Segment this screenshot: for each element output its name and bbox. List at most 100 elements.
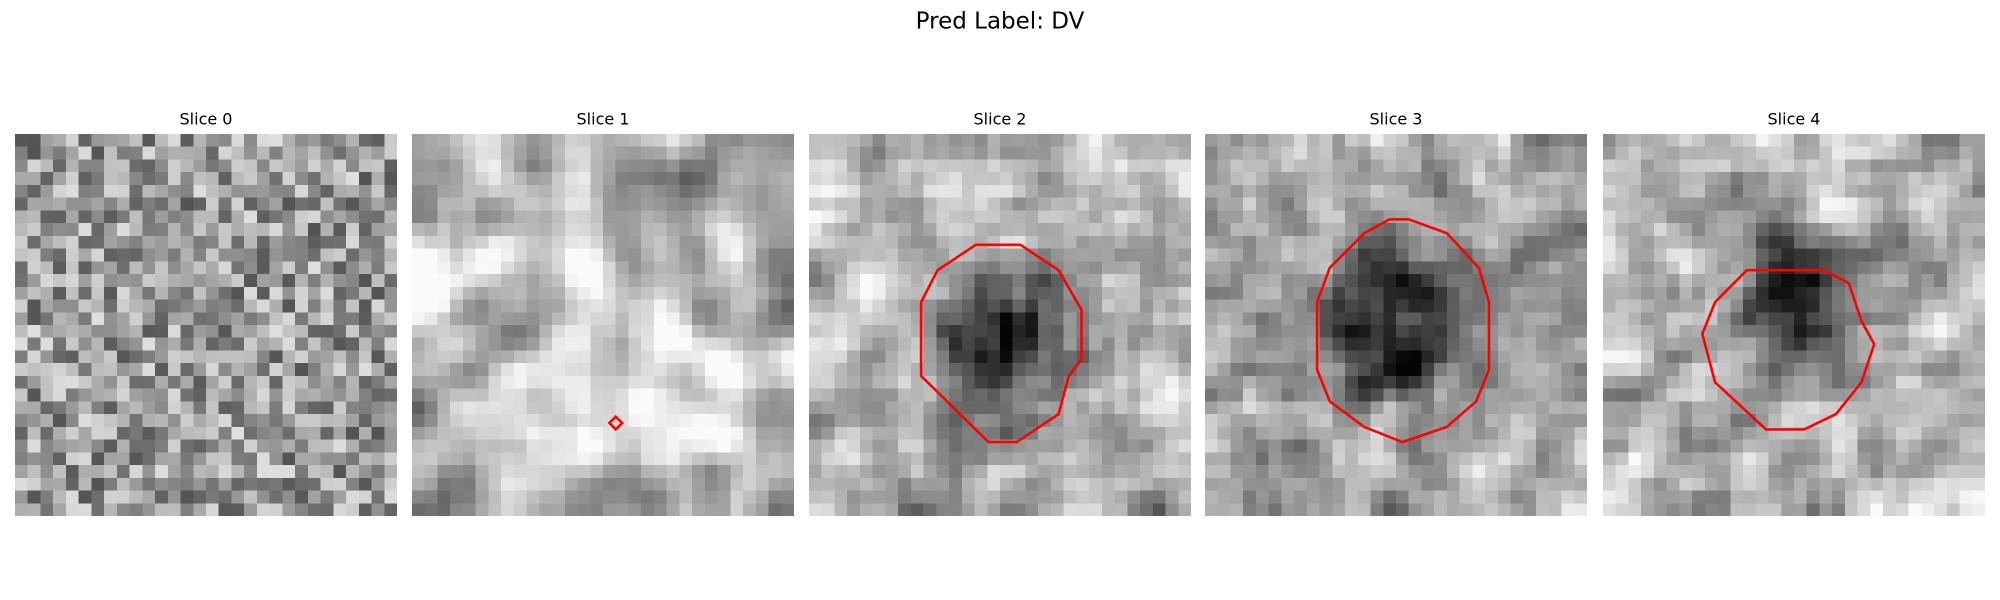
pixel: [730, 184, 744, 198]
pixel: [577, 414, 591, 428]
pixel: [552, 312, 566, 326]
pixel: [1345, 388, 1359, 402]
pixel: [1692, 248, 1706, 262]
pixel: [1230, 159, 1244, 173]
pixel: [78, 426, 92, 440]
pixel: [1281, 414, 1295, 428]
pixel: [231, 299, 245, 313]
pixel: [1857, 299, 1871, 313]
pixel: [834, 477, 848, 491]
pixel: [679, 350, 693, 364]
pixel: [1603, 286, 1616, 300]
pixel: [206, 172, 219, 186]
pixel: [1548, 490, 1562, 504]
pixel: [27, 503, 41, 516]
pixel: [1730, 223, 1744, 237]
pixel: [1000, 134, 1013, 147]
pixel: [333, 503, 347, 516]
pixel: [1946, 465, 1960, 479]
pixel: [218, 184, 232, 198]
pixel: [282, 286, 296, 300]
pixel: [923, 159, 937, 173]
pixel: [717, 388, 731, 402]
pixel: [603, 299, 616, 313]
pixel: [1781, 439, 1795, 453]
pixel: [628, 210, 642, 224]
pixel: [679, 337, 693, 351]
pixel: [1895, 426, 1909, 440]
pixel: [1794, 299, 1807, 313]
pixel: [27, 312, 41, 326]
pixel: [526, 197, 540, 211]
pixel: [1421, 439, 1435, 453]
pixel: [1152, 337, 1166, 351]
pixel: [1370, 248, 1384, 262]
pixel: [653, 134, 667, 147]
pixel: [1781, 363, 1795, 377]
pixel: [847, 388, 861, 402]
pixel: [333, 477, 347, 491]
pixel: [256, 184, 270, 198]
pixel: [859, 159, 873, 173]
pixel: [462, 465, 476, 479]
pixel: [1615, 184, 1629, 198]
pixel: [885, 426, 899, 440]
pixel: [1205, 172, 1218, 186]
pixel: [885, 223, 899, 237]
pixel: [1230, 197, 1244, 211]
pixel: [1523, 172, 1537, 186]
pixel: [1025, 312, 1039, 326]
pixel: [1717, 197, 1731, 211]
pixel: [552, 134, 566, 147]
pixel: [1472, 490, 1486, 504]
pixel: [218, 439, 232, 453]
pixel: [603, 375, 616, 389]
pixel: [1730, 503, 1744, 516]
pixel: [666, 439, 680, 453]
pixel: [1653, 477, 1667, 491]
pixel: [1459, 159, 1473, 173]
pixel: [898, 414, 912, 428]
pixel: [1536, 426, 1550, 440]
pixel: [180, 490, 194, 504]
pixel: [346, 172, 360, 186]
pixel: [116, 210, 130, 224]
pixel: [961, 312, 975, 326]
pixel: [1536, 235, 1550, 249]
pixel: [577, 210, 591, 224]
pixel: [1038, 465, 1052, 479]
pixel: [1781, 172, 1795, 186]
pixel: [1459, 490, 1473, 504]
pixel: [730, 439, 744, 453]
pixel: [65, 350, 79, 364]
pixel: [462, 503, 476, 516]
pixel: [1666, 426, 1680, 440]
pixel: [78, 465, 92, 479]
pixel: [526, 452, 540, 466]
pixel: [27, 159, 41, 173]
pixel: [1972, 299, 1985, 313]
pixel: [1345, 477, 1359, 491]
pixel: [1459, 401, 1473, 415]
pixel: [936, 159, 950, 173]
pixel: [590, 363, 604, 377]
pixel: [1628, 248, 1642, 262]
pixel: [218, 477, 232, 491]
pixel: [1101, 146, 1115, 160]
pixel: [513, 350, 527, 364]
pixel: [307, 325, 321, 338]
pixel: [167, 503, 181, 516]
pixel: [104, 146, 118, 160]
pixel: [65, 388, 79, 402]
pixel: [987, 184, 1001, 198]
pixel: [218, 375, 232, 389]
pixel: [1434, 401, 1448, 415]
pixel: [603, 261, 616, 275]
pixel: [1383, 134, 1397, 147]
pixel: [129, 172, 143, 186]
pixel: [1268, 388, 1282, 402]
pixel: [1857, 248, 1871, 262]
pixel: [27, 363, 41, 377]
pixel: [424, 350, 438, 364]
pixel: [1421, 210, 1435, 224]
